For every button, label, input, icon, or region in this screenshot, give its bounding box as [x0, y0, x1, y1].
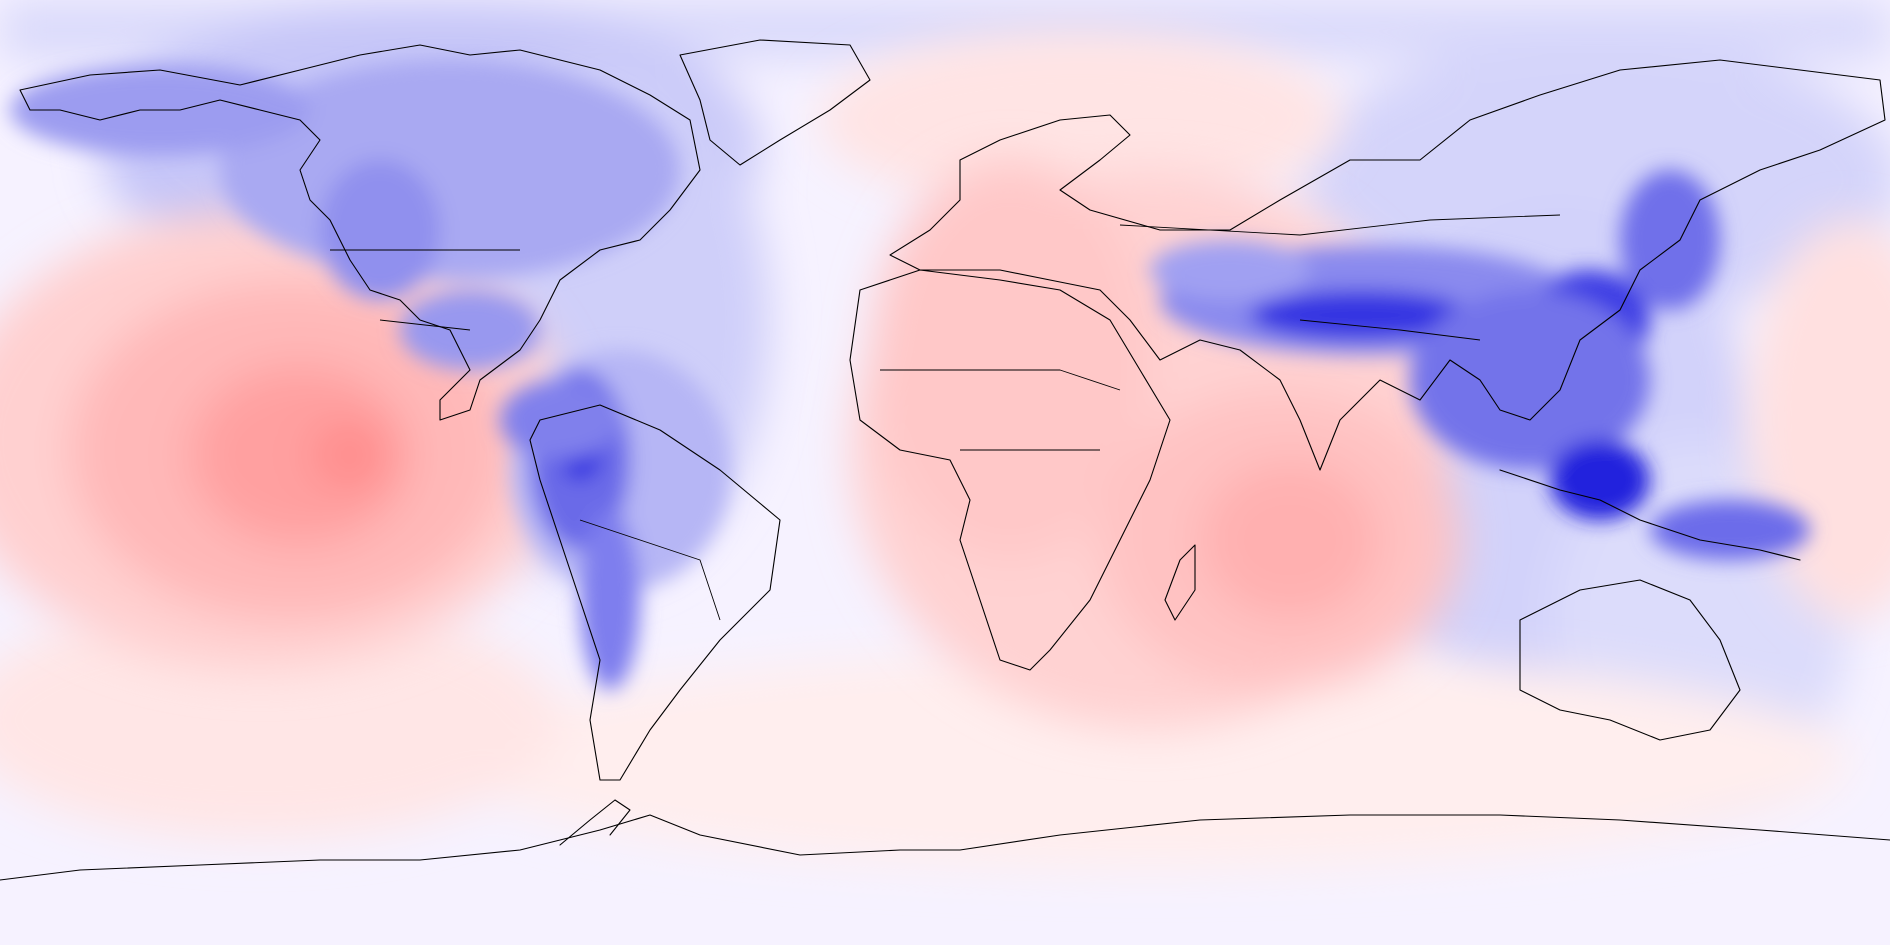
antarctica-outline — [0, 814, 1890, 881]
antarctic-peninsula-outline — [559, 799, 631, 846]
border-china-india — [1299, 319, 1481, 341]
greenland-outline — [679, 39, 871, 166]
border-russia-south — [1119, 214, 1561, 236]
australia-outline — [1519, 579, 1741, 741]
north-america-outline — [19, 44, 701, 421]
field-americas-negative — [10, 60, 730, 690]
border-brazil — [579, 519, 721, 621]
africa-outline — [849, 269, 1171, 671]
coastlines — [0, 39, 1890, 881]
south-america-outline — [529, 404, 781, 781]
border-us-mexico — [379, 319, 471, 331]
border-sahara — [880, 369, 1121, 391]
madagascar-outline — [1164, 544, 1196, 621]
eurasia-outline — [889, 59, 1886, 471]
maritime-continent-outline — [1499, 469, 1801, 561]
country-borders — [330, 214, 1561, 621]
field-asia-negative — [1150, 170, 1810, 560]
